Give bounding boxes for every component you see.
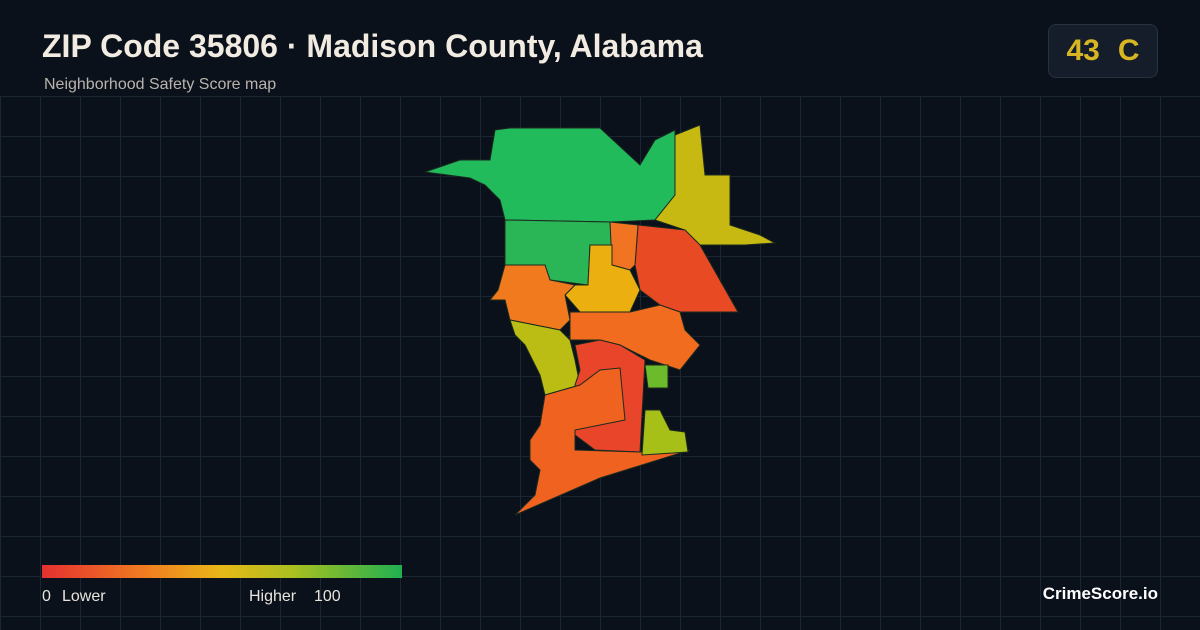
region bbox=[644, 364, 669, 389]
title: ZIP Code 35806 · Madison County, Alabama bbox=[42, 28, 703, 64]
brand: CrimeScore.io bbox=[1042, 584, 1158, 603]
score-badge: 43 C bbox=[1048, 24, 1158, 78]
legend-gradient bbox=[42, 565, 402, 578]
region bbox=[654, 124, 777, 246]
region bbox=[514, 367, 691, 516]
region bbox=[488, 264, 577, 331]
region bbox=[641, 409, 689, 456]
subtitle: Neighborhood Safety Score map bbox=[44, 76, 277, 93]
score: 43 bbox=[1066, 34, 1100, 67]
legend-max: 100 bbox=[314, 588, 341, 605]
legend-high-label: Higher bbox=[249, 588, 297, 605]
legend-min: 0 bbox=[42, 588, 51, 605]
region bbox=[609, 221, 639, 271]
header bbox=[0, 0, 1200, 96]
grade: C bbox=[1117, 34, 1140, 67]
region bbox=[424, 127, 676, 223]
region bbox=[569, 304, 701, 371]
legend-low-label: Lower bbox=[62, 588, 106, 605]
